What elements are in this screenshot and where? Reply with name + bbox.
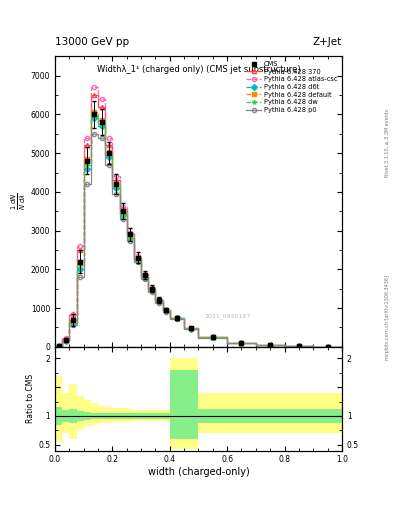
Y-axis label: Ratio to CMS: Ratio to CMS <box>26 374 35 423</box>
Legend: CMS, Pythia 6.428 370, Pythia 6.428 atlas-csc, Pythia 6.428 d6t, Pythia 6.428 de: CMS, Pythia 6.428 370, Pythia 6.428 atla… <box>244 58 340 116</box>
Text: 13000 GeV pp: 13000 GeV pp <box>55 37 129 47</box>
Text: 2021_II920187: 2021_II920187 <box>204 314 250 319</box>
Y-axis label: $\frac{1}{N}\frac{dN}{d\lambda}$: $\frac{1}{N}\frac{dN}{d\lambda}$ <box>10 193 28 210</box>
Text: mcplots.cern.ch [arXiv:1306.3436]: mcplots.cern.ch [arXiv:1306.3436] <box>385 275 389 360</box>
Text: Z+Jet: Z+Jet <box>313 37 342 47</box>
X-axis label: width (charged-only): width (charged-only) <box>148 467 249 477</box>
Text: Widthλ_1¹ (charged only) (CMS jet substructure): Widthλ_1¹ (charged only) (CMS jet substr… <box>97 65 300 74</box>
Text: Rivet 3.1.10, ≥ 3.3M events: Rivet 3.1.10, ≥ 3.3M events <box>385 109 389 178</box>
